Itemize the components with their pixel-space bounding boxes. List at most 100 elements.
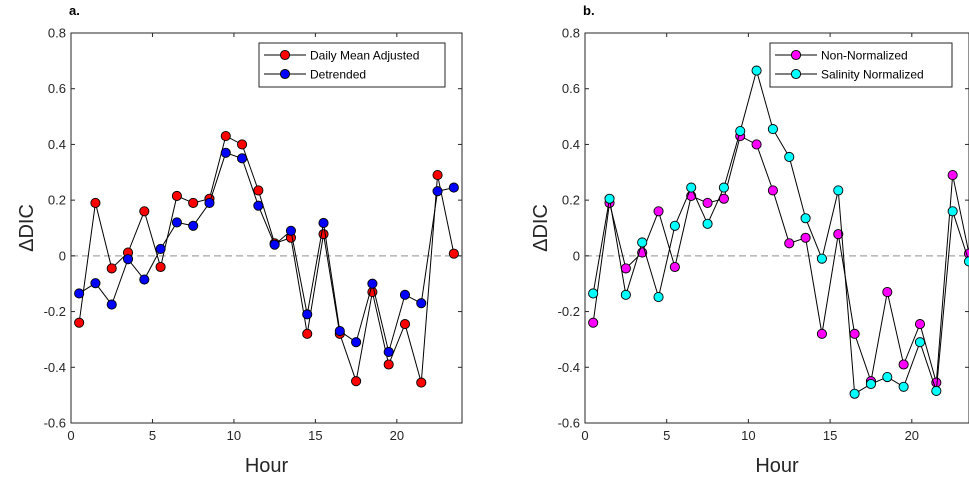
p0-legend-box (258, 42, 446, 88)
p0-series-0-point (318, 229, 329, 240)
p0-series-0-point (155, 261, 166, 273)
p1-legend-marker-1 (790, 68, 802, 80)
p0-series-1-point (448, 182, 459, 193)
p0-series-1-point (204, 197, 215, 208)
p0-series-1-point (351, 337, 362, 348)
p0-series-1-point (416, 298, 427, 309)
p1-series-0-point (784, 238, 795, 249)
p1-series-line-1 (592, 68, 969, 395)
p0-ytick-label: -0.4 (44, 360, 66, 375)
p1-series-1-point (620, 289, 631, 300)
p1-series-1-point (686, 182, 697, 193)
p1-x-axis-label: Hour (755, 455, 799, 477)
p0-series-line-1 (78, 152, 454, 354)
p0-series-1-point (171, 217, 182, 228)
p0-series-0-point (416, 377, 427, 388)
p1-series-1-point (702, 218, 713, 229)
p0-series-0-point (106, 263, 117, 274)
p0-ytick-label: 0.8 (48, 26, 66, 41)
p1-series-0-point (800, 232, 811, 243)
p0-axes-box (70, 32, 463, 424)
p0-series-0-point (90, 197, 101, 208)
p1-series-1-point (865, 378, 877, 390)
p0-xtick-label: 10 (227, 428, 241, 443)
p1-ytick-label: 0 (573, 248, 580, 263)
p0-series-1-point (432, 186, 443, 197)
p0-ytick-label: -0.6 (44, 416, 66, 431)
p0-series-1-point (285, 225, 296, 236)
p1-series-1-point (637, 237, 648, 248)
p0-series-0-point (351, 376, 362, 387)
p1-legend-label-1: Salinity Normalized (821, 68, 924, 82)
p0-series-0-point (399, 319, 411, 330)
p0-ytick-label: 0.2 (48, 193, 66, 208)
p0-series-1-point (237, 153, 248, 164)
p0-plot-area (74, 131, 459, 388)
p1-series-1-point (833, 185, 844, 196)
p0-series-0-point (188, 197, 199, 208)
panel-b: b. -0.6 -0.4 -0.2 0 0.2 0.4 0.6 0.8 0 5 10 15 20 Hour Δ… (530, 3, 969, 477)
p1-series-0-point (588, 317, 599, 328)
p0-series-1-point (253, 200, 264, 211)
p1-xtick-label: 5 (663, 428, 670, 443)
p1-series-1-point (718, 182, 729, 193)
p0-xtick-label: 5 (149, 428, 156, 443)
p0-ytick-label: -0.2 (44, 304, 66, 319)
p1-plot-area (588, 65, 969, 399)
p0-xtick-label: 20 (390, 428, 404, 443)
p1-series-1-point (914, 337, 926, 348)
p1-series-1-point (604, 193, 615, 204)
p1-series-1-point (849, 388, 860, 399)
p1-ytick-label: 0.2 (562, 193, 580, 208)
p0-legend-label-1: Detrended (310, 68, 366, 82)
p1-series-0-point (620, 263, 631, 274)
p0-series-1-point (90, 278, 101, 289)
p1-ytick-label: 0.8 (562, 26, 580, 41)
p0-series-0-point (220, 131, 231, 142)
p1-series-1-point (588, 288, 599, 299)
p1-ytick-label: 0.4 (562, 137, 580, 152)
p1-xtick-label: 0 (581, 428, 588, 443)
p1-series-1-point (931, 385, 942, 397)
p1-series-1-point (751, 65, 762, 76)
p1-series-1-point (963, 256, 969, 267)
p1-ytick-label: 0.6 (562, 81, 580, 96)
p0-series-0-point (432, 170, 443, 181)
p1-y-axis-label: ΔDIC (530, 204, 552, 252)
p0-panel-letter: a. (69, 3, 80, 18)
p0-series-0-point (74, 317, 85, 328)
p0-series-1-point (318, 217, 329, 229)
p0-ytick-label: 0.6 (48, 81, 66, 96)
p0-series-1-point (188, 220, 199, 231)
p0-xtick-label: 15 (308, 428, 322, 443)
p1-series-1-point (735, 126, 746, 137)
p1-series-0-point (816, 328, 827, 339)
p1-legend-box (769, 42, 953, 88)
p0-series-0-point (448, 248, 459, 259)
p1-series-1-point (669, 220, 680, 231)
p0-series-1-point (302, 309, 313, 320)
p1-ytick-label: -0.2 (558, 304, 580, 319)
p0-series-line-0 (78, 135, 455, 384)
p1-series-0-point (882, 287, 893, 298)
p1-xtick-label: 15 (823, 428, 837, 443)
p1-series-1-point (882, 371, 893, 383)
p1-series-1-point (816, 253, 827, 264)
p0-y-axis-label: ΔDIC (16, 204, 38, 252)
p1-series-0-point (767, 185, 778, 196)
p0-series-0-point (383, 359, 394, 370)
p1-ytick-label: -0.6 (558, 416, 580, 431)
p1-xtick-label: 10 (741, 428, 755, 443)
p0-series-1-point (269, 239, 280, 250)
p1-series-0-point (702, 197, 713, 208)
p1-series-1-point (947, 206, 958, 217)
panel-a: a. -0.6 -0.4 -0.2 0 0.2 0.4 0.6 0.8 0 5 10 15 20 Hour Δ… (16, 3, 463, 477)
p1-series-line-0 (592, 135, 969, 384)
p1-series-1-point (653, 292, 664, 303)
p0-series-0-point (302, 328, 313, 339)
p0-series-1-point (139, 274, 150, 285)
p0-series-1-point (334, 326, 345, 337)
p1-series-0-point (669, 261, 680, 273)
p0-series-1-point (367, 278, 378, 289)
